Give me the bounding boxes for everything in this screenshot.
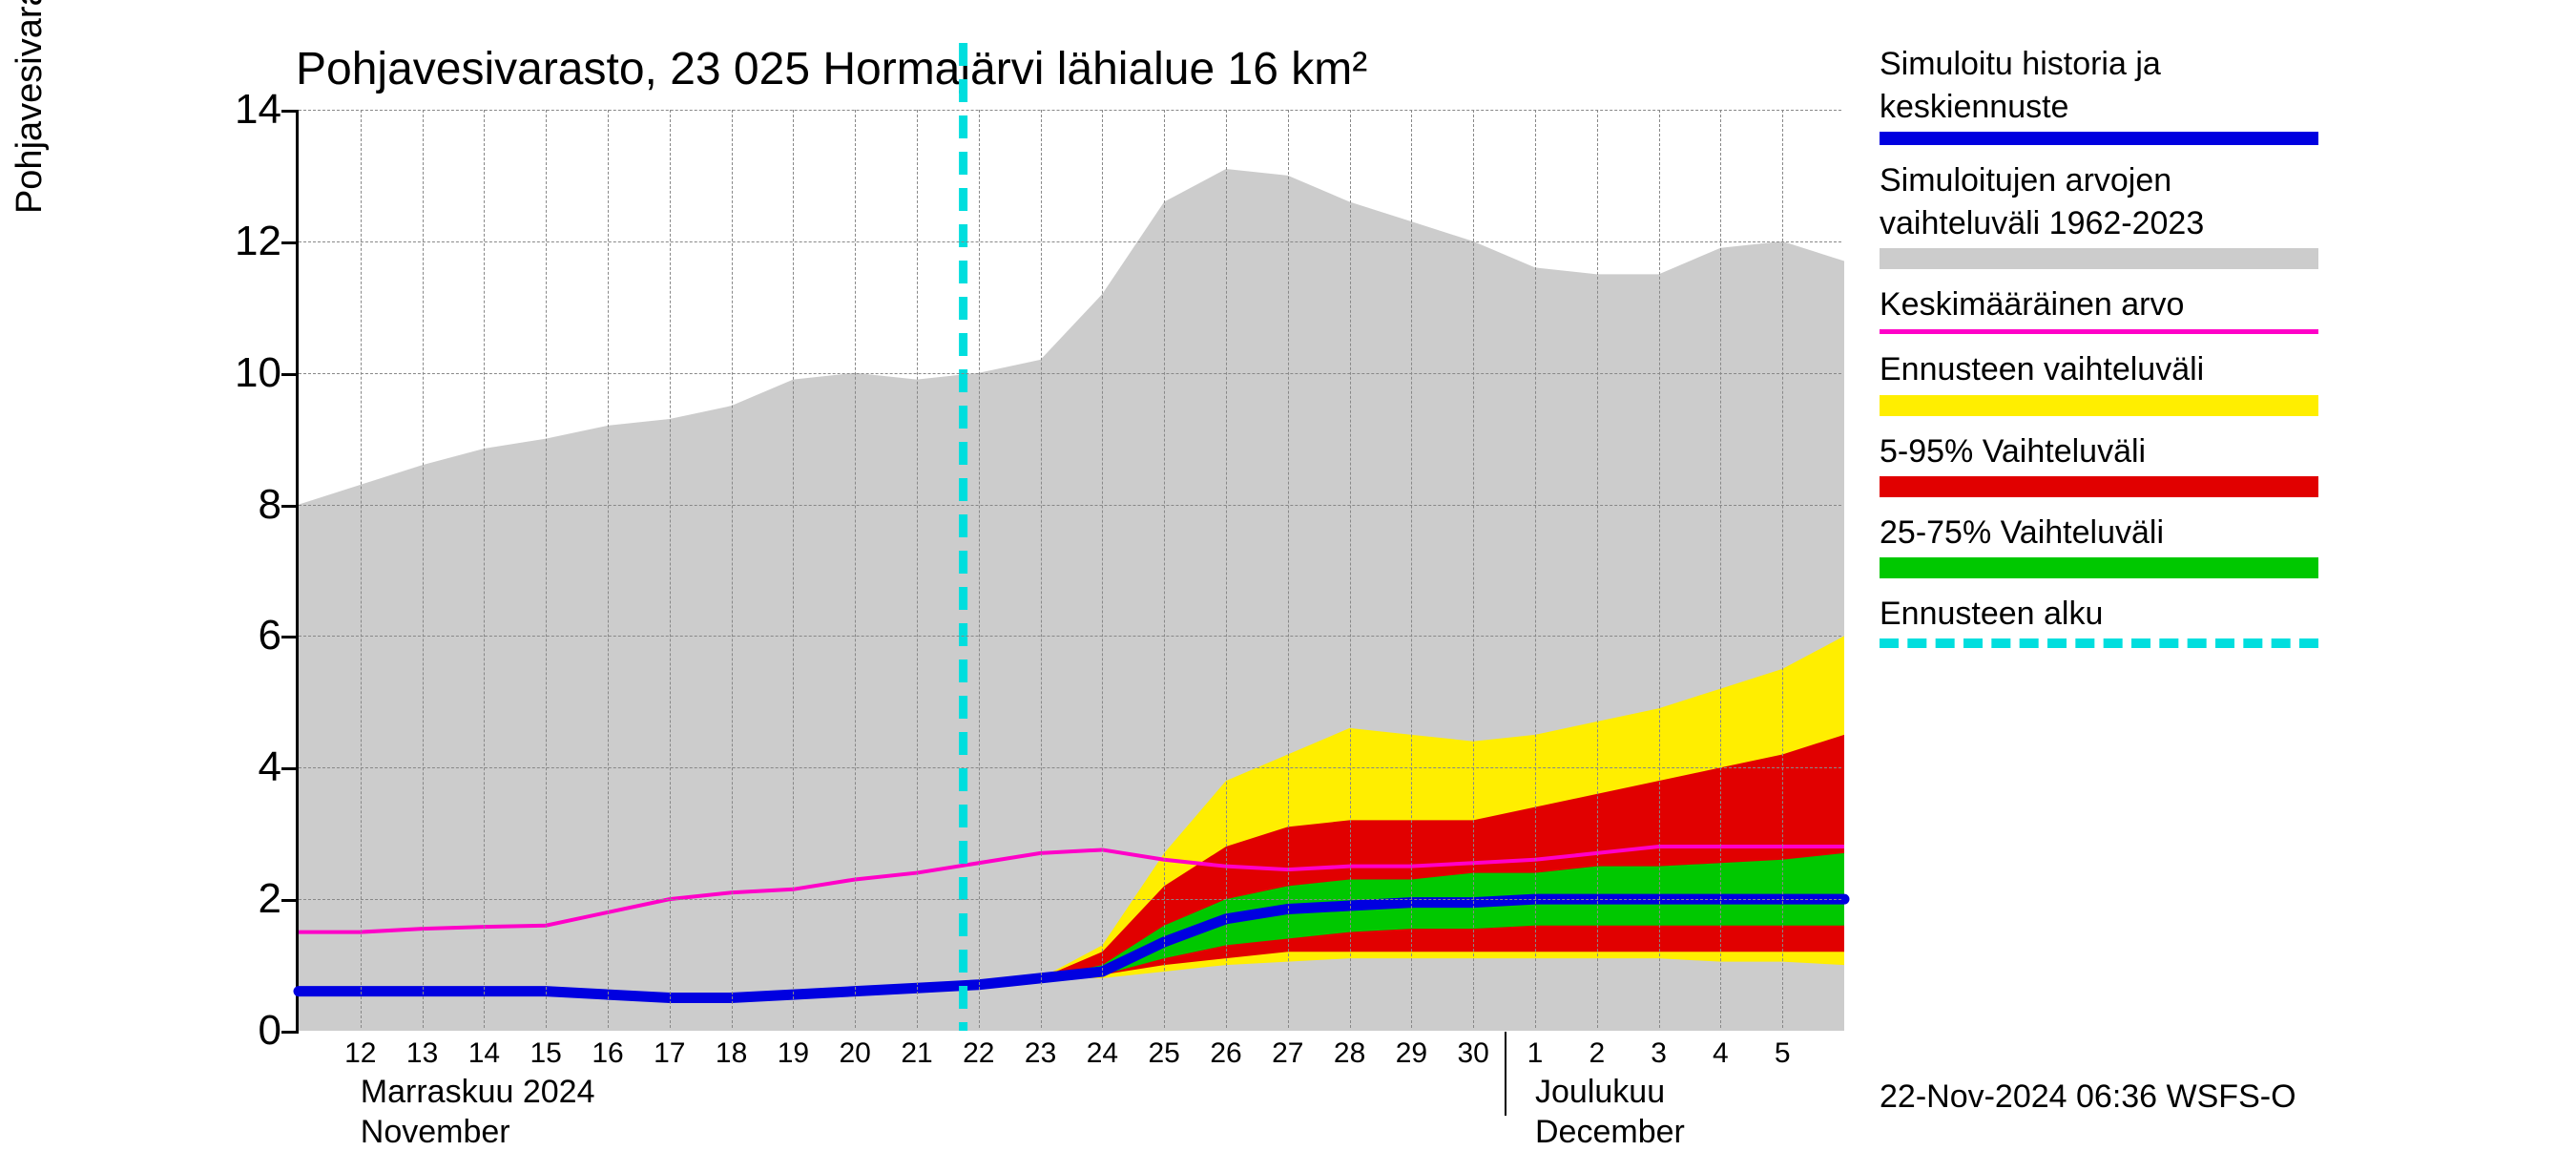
x-tick-label: 3 <box>1651 1037 1667 1070</box>
legend-item-yellow: Ennusteen vaihteluväli <box>1880 351 2547 429</box>
x-tick-label: 26 <box>1210 1037 1241 1070</box>
footer-timestamp: 22-Nov-2024 06:36 WSFS-O <box>1880 1078 2296 1116</box>
legend-text: keskiennuste <box>1880 89 2547 126</box>
y-tick-label: 14 <box>235 86 281 134</box>
legend: Simuloitu historia jakeskiennusteSimuloi… <box>1880 46 2547 665</box>
x-month-label-fi: Joulukuu <box>1535 1074 1665 1111</box>
x-tick-label: 20 <box>840 1037 871 1070</box>
legend-text: Simuloitu historia ja <box>1880 46 2547 83</box>
x-tick-label: 4 <box>1713 1037 1729 1070</box>
legend-text: Keskimääräinen arvo <box>1880 286 2547 324</box>
x-month-label-en: November <box>361 1114 510 1151</box>
legend-item-blue: Simuloitu historia ja keskiennuste <box>1880 46 2547 158</box>
plot-area: 0246810121412131415161718192021222324252… <box>296 110 1841 1031</box>
legend-item-cyan: Ennusteen alku <box>1880 596 2547 661</box>
y-tick-label: 12 <box>235 218 281 265</box>
x-tick-label: 15 <box>530 1037 562 1070</box>
x-tick-label: 14 <box>468 1037 500 1070</box>
x-tick-label: 1 <box>1527 1037 1544 1070</box>
legend-item-gray: Simuloitujen arvojen vaihteluväli 1962-20… <box>1880 162 2547 283</box>
legend-swatch-red <box>1880 476 2318 497</box>
legend-text: Ennusteen alku <box>1880 596 2547 633</box>
x-tick-label: 21 <box>901 1037 932 1070</box>
legend-swatch-green <box>1880 557 2318 578</box>
chart-container: Pohjavesivarasto / Groundwater storage m… <box>0 0 2576 1145</box>
legend-swatch-cyan <box>1880 638 2318 648</box>
y-tick-label: 10 <box>235 349 281 397</box>
legend-swatch-blue <box>1880 132 2318 145</box>
x-tick-label: 16 <box>592 1037 623 1070</box>
x-tick-label: 22 <box>963 1037 994 1070</box>
x-tick-label: 30 <box>1458 1037 1489 1070</box>
chart-title: Pohjavesivarasto, 23 025 Hormajärvi lähi… <box>296 43 1367 95</box>
x-tick-label: 5 <box>1775 1037 1791 1070</box>
month-divider <box>1505 1032 1506 1116</box>
legend-text: vaihteluväli 1962-2023 <box>1880 205 2547 242</box>
legend-text: Ennusteen vaihteluväli <box>1880 351 2547 388</box>
x-tick-label: 19 <box>778 1037 809 1070</box>
x-tick-label: 13 <box>406 1037 438 1070</box>
legend-item-magenta: Keskimääräinen arvo <box>1880 286 2547 347</box>
x-tick-label: 24 <box>1087 1037 1118 1070</box>
y-tick-label: 6 <box>259 612 281 659</box>
y-axis-label: Pohjavesivarasto / Groundwater storage m… <box>10 0 51 214</box>
x-tick-label: 23 <box>1025 1037 1056 1070</box>
x-month-label-en: December <box>1535 1114 1685 1151</box>
x-month-label-fi: Marraskuu 2024 <box>361 1074 595 1111</box>
x-tick-label: 29 <box>1396 1037 1427 1070</box>
x-tick-label: 28 <box>1334 1037 1365 1070</box>
y-tick-label: 8 <box>259 481 281 529</box>
y-tick-label: 0 <box>259 1007 281 1055</box>
legend-text: 5-95% Vaihteluväli <box>1880 433 2547 471</box>
legend-item-green: 25-75% Vaihteluväli <box>1880 514 2547 592</box>
chart-svg-layer <box>299 110 1841 1028</box>
legend-text: Simuloitujen arvojen <box>1880 162 2547 199</box>
x-tick-label: 2 <box>1589 1037 1605 1070</box>
y-tick-label: 2 <box>259 875 281 923</box>
legend-item-red: 5-95% Vaihteluväli <box>1880 433 2547 511</box>
y-tick-label: 4 <box>259 743 281 791</box>
x-tick-label: 17 <box>654 1037 685 1070</box>
x-tick-label: 25 <box>1149 1037 1180 1070</box>
x-tick-label: 12 <box>344 1037 376 1070</box>
legend-swatch-gray <box>1880 248 2318 269</box>
x-tick-label: 18 <box>716 1037 747 1070</box>
legend-swatch-yellow <box>1880 395 2318 416</box>
legend-text: 25-75% Vaihteluväli <box>1880 514 2547 552</box>
x-tick-label: 27 <box>1272 1037 1303 1070</box>
